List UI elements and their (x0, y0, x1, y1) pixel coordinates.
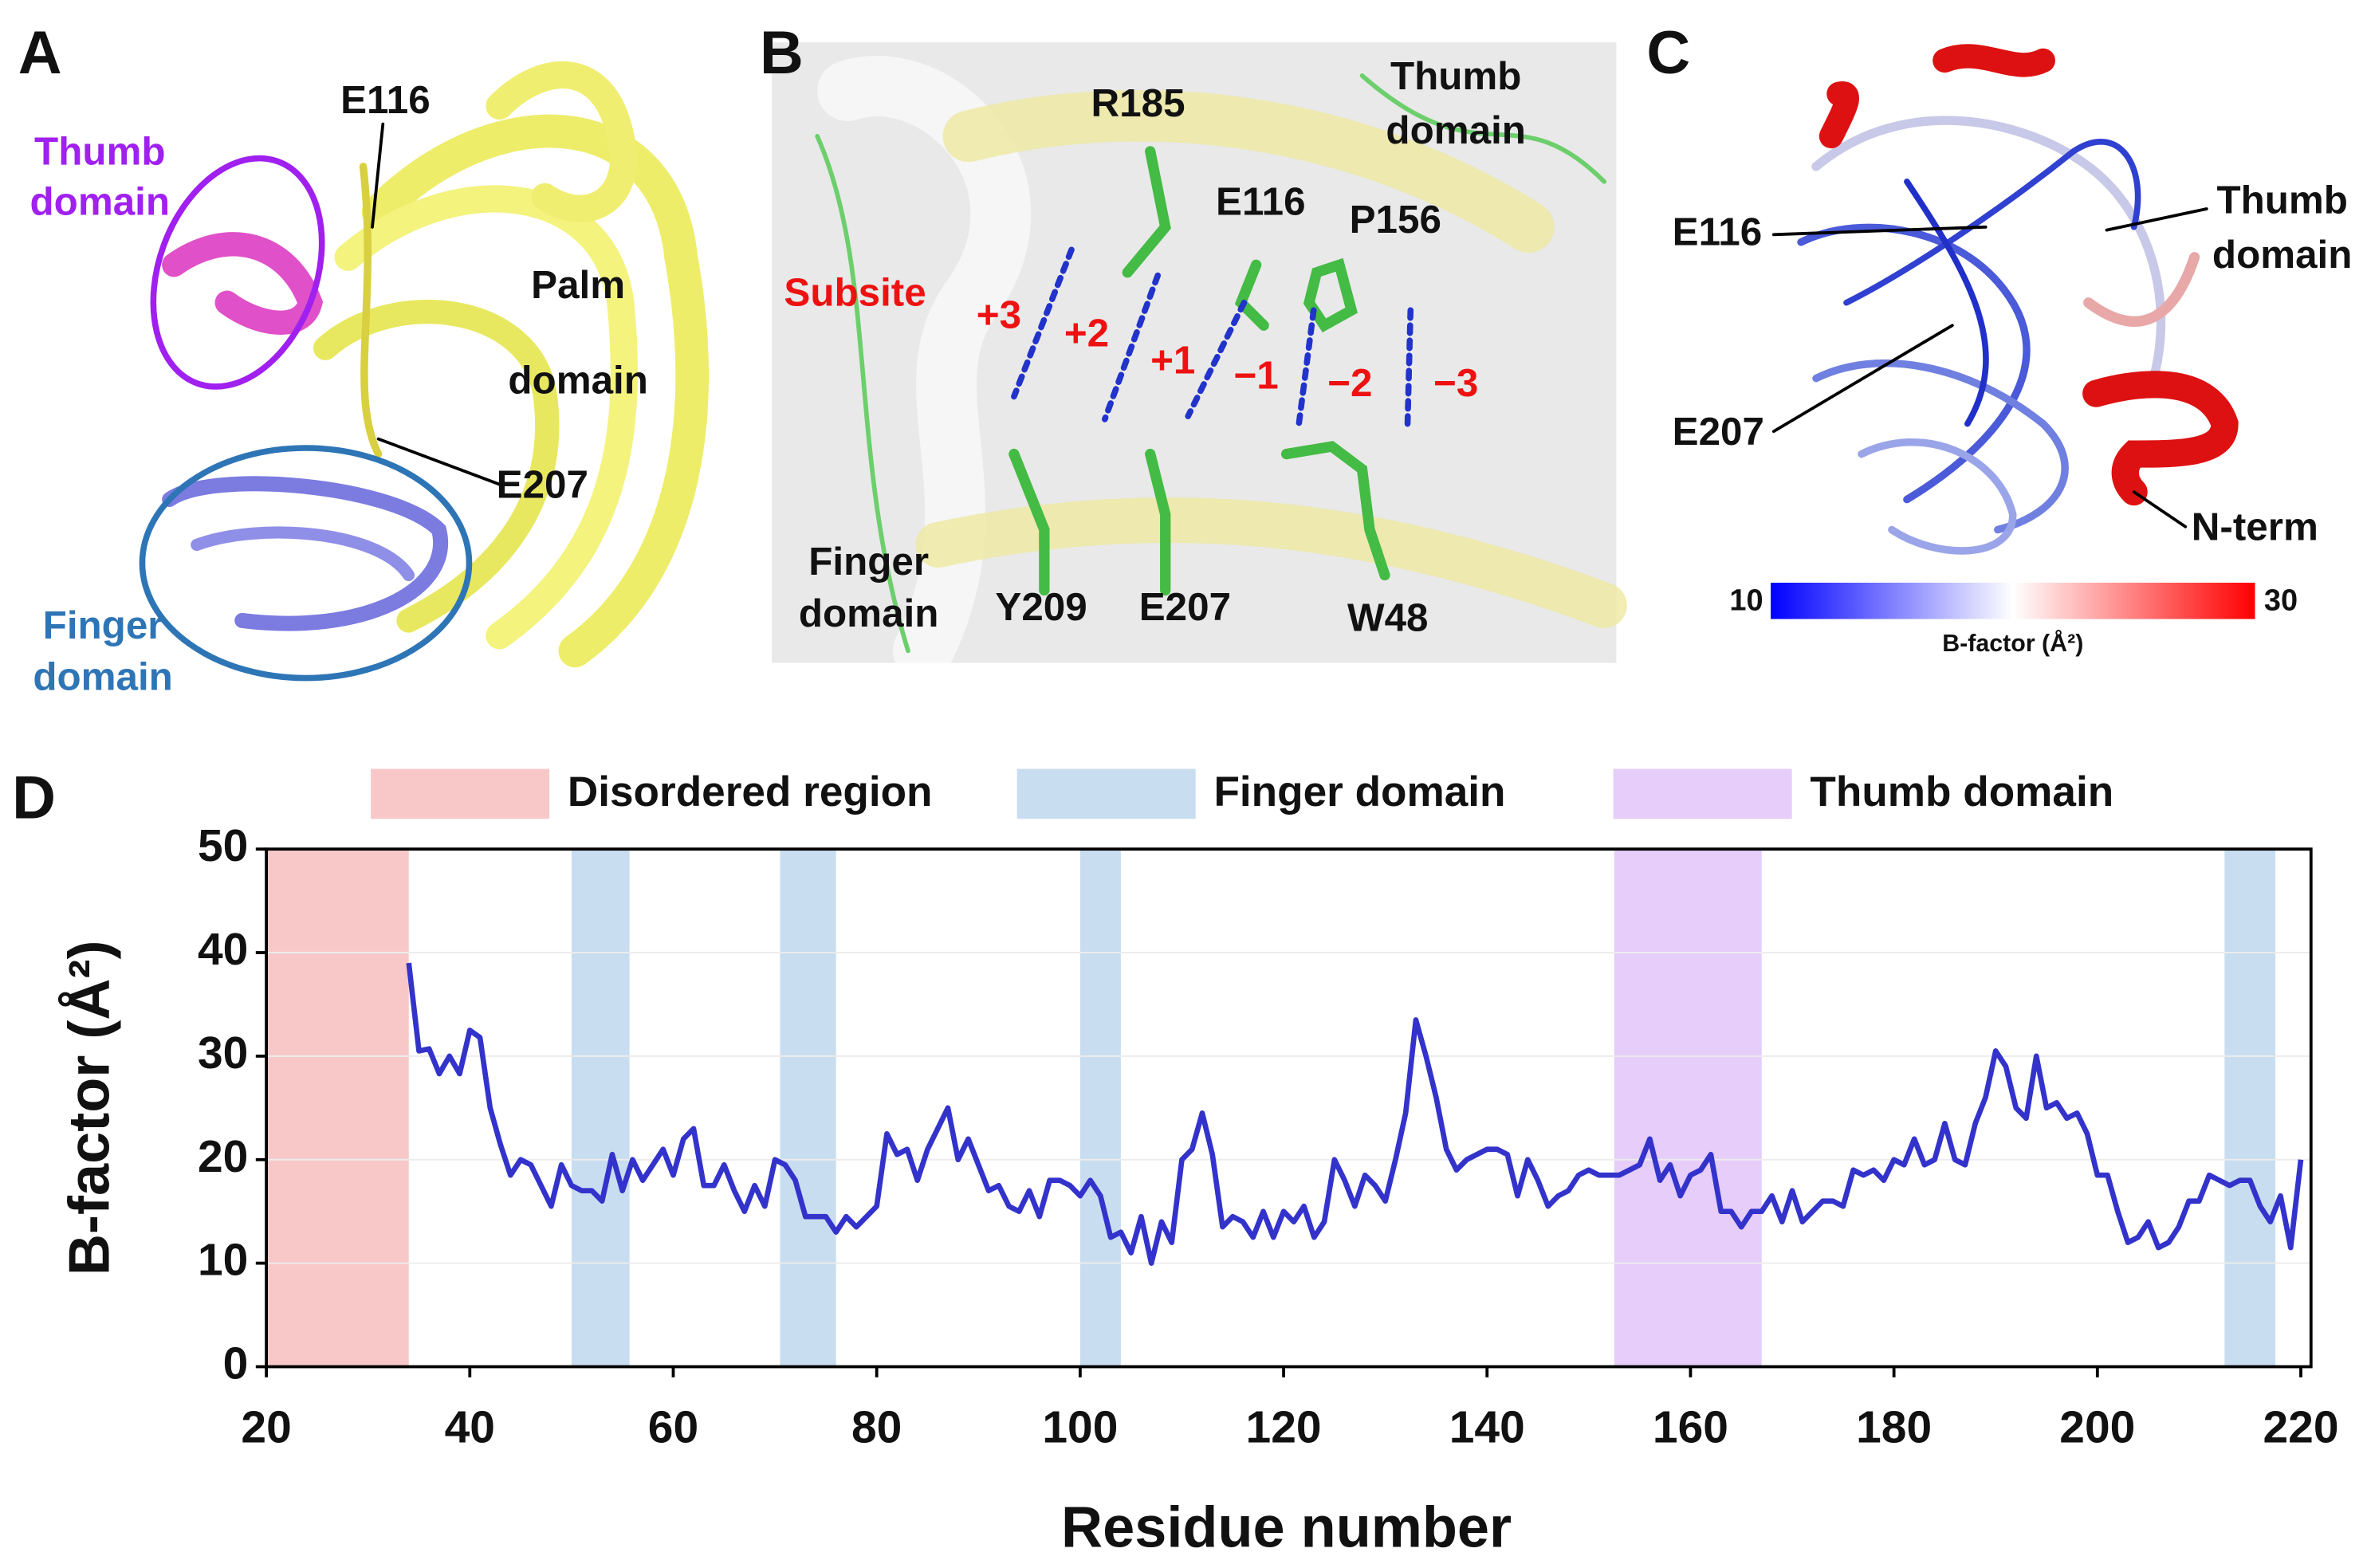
subsite-label: −3 (1433, 361, 1478, 405)
y-tick-label: 30 (198, 1028, 248, 1079)
x-tick-label: 200 (2059, 1401, 2135, 1452)
plot-frame (265, 847, 2313, 1369)
domain-label: domain (2212, 233, 2353, 277)
colorbar-tick-label: 30 (2264, 584, 2298, 618)
colorbar-label: B-factor (Å²) (1942, 631, 2083, 657)
x-tick-label: 20 (241, 1401, 291, 1452)
residue-label: E116 (340, 78, 431, 122)
x-tick-label: 140 (1449, 1401, 1525, 1452)
panel-label: C (1646, 19, 1690, 87)
subsite-label: +3 (977, 293, 1021, 337)
legend-label: Disordered region (568, 768, 933, 815)
domain-label: Thumb (1390, 54, 1521, 98)
region-band (1079, 849, 1121, 1367)
domain-label: Thumb (2216, 178, 2347, 222)
residue-label: W48 (1347, 595, 1428, 639)
region-band (571, 849, 630, 1367)
region-band (1614, 849, 1762, 1367)
residue-label: E116 (1216, 179, 1306, 223)
residue-label: Y209 (995, 585, 1087, 629)
residue-label: R185 (1091, 81, 1185, 125)
panel-a-structure (139, 61, 710, 682)
panel-label: B (760, 19, 804, 87)
panel-c-structure (1771, 44, 2239, 555)
x-axis-label: Residue number (1061, 1495, 1512, 1559)
subsite-label: +2 (1064, 312, 1109, 356)
x-tick-label: 40 (445, 1401, 495, 1452)
legend-swatch (1016, 768, 1196, 819)
colorbar-tick-label: 10 (1729, 584, 1763, 618)
legend-label: Finger domain (1213, 768, 1505, 815)
panel-label: A (18, 19, 62, 87)
region-band (2224, 849, 2276, 1367)
subsite-label: +1 (1150, 339, 1195, 383)
residue-label: E116 (1673, 210, 1763, 253)
x-tick-label: 60 (648, 1401, 698, 1452)
x-tick-label: 120 (1246, 1401, 1322, 1452)
residue-label: E207 (1139, 585, 1231, 629)
legend-swatch (371, 768, 550, 819)
domain-label: Palm (531, 263, 625, 307)
x-tick-label: 100 (1042, 1401, 1118, 1452)
domain-label: domain (1386, 108, 1526, 152)
y-tick-label: 50 (198, 820, 248, 871)
domain-label: domain (33, 655, 173, 699)
x-tick-label: 180 (1856, 1401, 1932, 1452)
colorbar (1771, 582, 2255, 619)
terminus-label: N-term (2192, 505, 2318, 549)
legend-swatch (1613, 768, 1792, 819)
y-tick-label: 20 (198, 1131, 248, 1182)
subsite-label: −1 (1233, 354, 1278, 398)
domain-label: Finger (43, 603, 163, 647)
plot: Disordered region Finger domain Thumb doma… (198, 768, 2339, 1452)
x-tick-label: 220 (2263, 1401, 2339, 1452)
x-tick-label: 160 (1653, 1401, 1728, 1452)
y-axis-label: B-factor (Å²) (58, 940, 122, 1275)
panel-label: D (12, 764, 56, 831)
data-line (406, 962, 2304, 1266)
residue-label: E207 (497, 462, 588, 506)
y-tick-label: 10 (198, 1235, 248, 1286)
panel-b-structure (772, 42, 1627, 682)
subsite-label: −2 (1327, 361, 1372, 405)
legend-label: Thumb domain (1810, 768, 2113, 815)
x-tick-label: 80 (851, 1401, 902, 1452)
subsite-title: Subsite (784, 270, 926, 314)
y-tick-label: 40 (198, 924, 248, 975)
domain-label: domain (508, 358, 648, 402)
residue-label: P156 (1350, 198, 1441, 242)
region-band (266, 849, 409, 1367)
domain-label: Finger (808, 540, 929, 584)
domain-label: Thumb (34, 130, 165, 174)
y-tick-label: 0 (223, 1338, 249, 1389)
domain-label: domain (799, 591, 939, 635)
residue-label: E207 (1673, 410, 1764, 454)
region-band (780, 849, 836, 1367)
domain-label: domain (30, 179, 171, 223)
